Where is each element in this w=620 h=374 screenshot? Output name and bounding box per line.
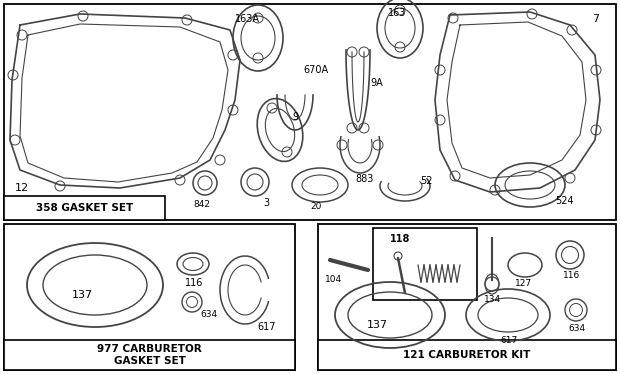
Text: 163A: 163A (235, 14, 260, 24)
Text: 12: 12 (15, 183, 29, 193)
Text: 118: 118 (390, 234, 410, 244)
Text: 137: 137 (72, 290, 93, 300)
Text: 116: 116 (185, 278, 203, 288)
Text: 163: 163 (388, 8, 406, 18)
Text: 3: 3 (263, 198, 269, 208)
Text: 116: 116 (563, 271, 580, 280)
Text: 617: 617 (257, 322, 275, 332)
Text: 617: 617 (500, 336, 517, 345)
Text: 670A: 670A (303, 65, 328, 75)
Text: 977 CARBURETOR
GASKET SET: 977 CARBURETOR GASKET SET (97, 344, 202, 366)
Text: 883: 883 (355, 174, 373, 184)
Text: 9: 9 (292, 112, 298, 122)
Text: 634: 634 (200, 310, 217, 319)
Bar (4, 224, 295, 370)
Bar (318, 340, 616, 370)
Text: 9A: 9A (370, 78, 383, 88)
Text: 524: 524 (555, 196, 574, 206)
Bar (4, 340, 295, 370)
Text: 7: 7 (592, 14, 599, 24)
Bar (4, 196, 165, 220)
Text: 121 CARBURETOR KIT: 121 CARBURETOR KIT (404, 350, 531, 360)
Text: 634: 634 (568, 324, 585, 333)
Bar (318, 224, 616, 370)
Text: 134: 134 (484, 295, 501, 304)
Text: 20: 20 (310, 202, 321, 211)
Text: 842: 842 (193, 200, 210, 209)
Text: 127: 127 (515, 279, 532, 288)
Text: 52: 52 (420, 176, 433, 186)
Text: 137: 137 (367, 320, 388, 330)
Text: 104: 104 (325, 275, 342, 284)
Text: 358 GASKET SET: 358 GASKET SET (36, 203, 133, 213)
Bar (373, 228, 477, 300)
Bar (4, 4, 616, 220)
